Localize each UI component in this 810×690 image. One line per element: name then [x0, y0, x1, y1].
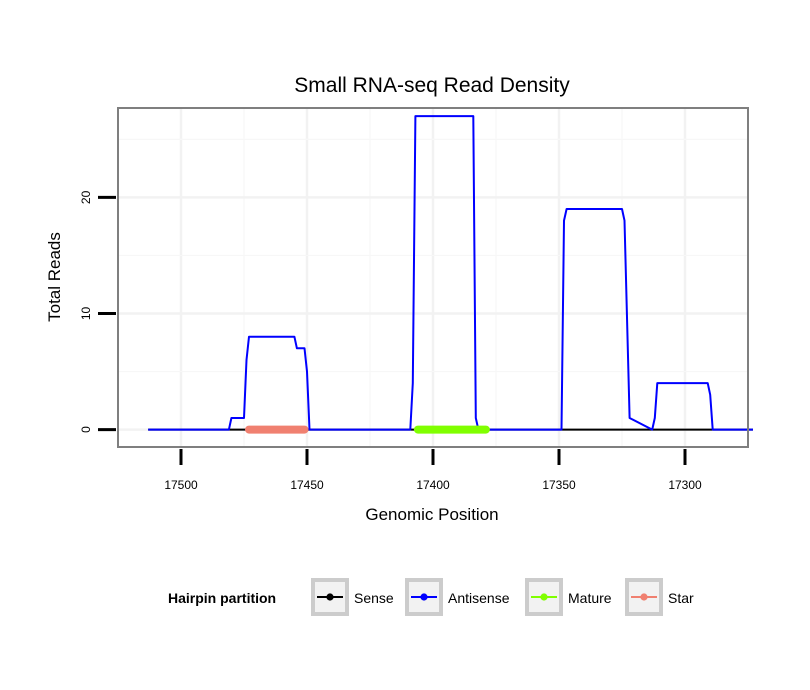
legend-key-dot: [540, 593, 548, 601]
x-axis-title: Genomic Position: [365, 505, 498, 524]
y-tick-label: 20: [79, 190, 93, 204]
legend-label: Antisense: [448, 590, 510, 606]
legend-item-sense: Sense: [311, 578, 394, 616]
legend-item-antisense: Antisense: [405, 578, 510, 616]
legend: Hairpin partition Sense Antisense Mature St…: [168, 578, 694, 616]
chart-title: Small RNA-seq Read Density: [294, 74, 570, 97]
x-tick-label: 17350: [542, 478, 576, 492]
legend-key-dot: [326, 593, 334, 601]
legend-label: Star: [668, 590, 694, 606]
plot-border: [117, 107, 749, 448]
y-tick-label: 0: [79, 426, 93, 433]
legend-label: Mature: [568, 590, 612, 606]
legend-item-star: Star: [625, 578, 694, 616]
legend-key-dot: [640, 593, 648, 601]
legend-label: Sense: [354, 590, 394, 606]
x-tick-label: 17450: [290, 478, 324, 492]
y-tick-label: 10: [79, 306, 93, 320]
y-axis-title: Total Reads: [45, 232, 64, 322]
series-line-antisense: [148, 115, 753, 431]
legend-item-mature: Mature: [525, 578, 612, 616]
legend-key-dot: [420, 593, 428, 601]
legend-title: Hairpin partition: [168, 590, 276, 606]
x-tick-label: 17400: [416, 478, 450, 492]
x-tick-label: 17300: [668, 478, 702, 492]
x-tick-label: 17500: [164, 478, 198, 492]
